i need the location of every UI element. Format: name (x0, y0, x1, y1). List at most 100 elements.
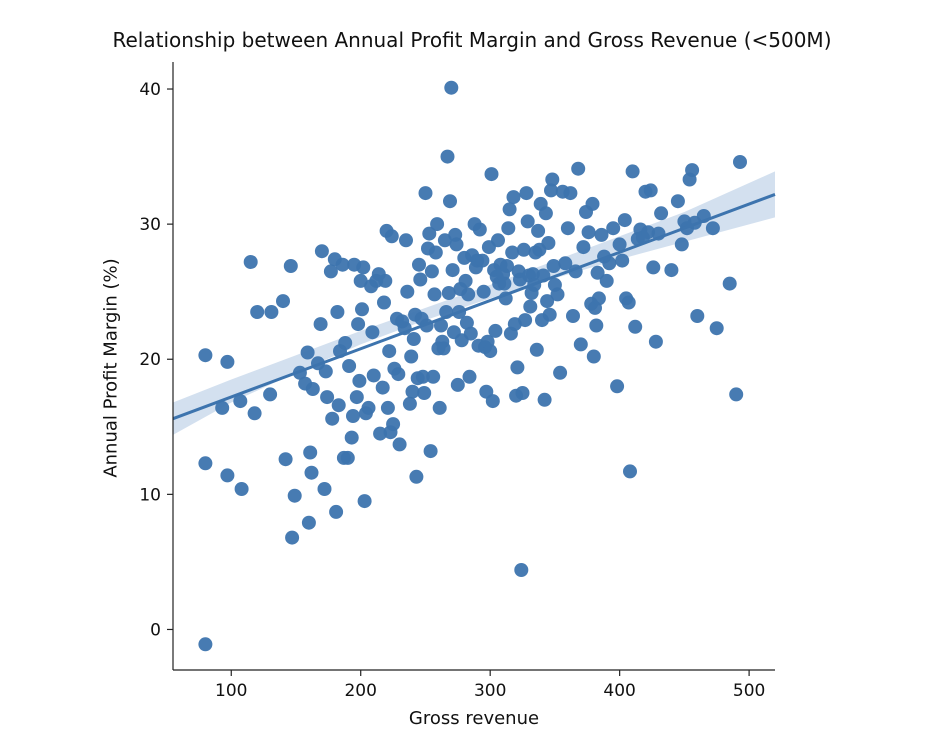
data-point (476, 284, 491, 299)
data-point (615, 253, 630, 268)
data-point (623, 464, 637, 479)
data-point (356, 260, 371, 275)
data-point (422, 226, 437, 241)
data-point (560, 221, 575, 236)
data-point (325, 411, 340, 426)
data-point (685, 163, 700, 178)
data-point (215, 400, 230, 415)
data-point (621, 295, 636, 310)
data-point (646, 260, 661, 275)
data-point (427, 287, 442, 302)
data-point (542, 307, 557, 322)
data-point (641, 225, 656, 240)
data-point (233, 394, 248, 409)
y-tick-label: 40 (139, 80, 161, 100)
data-point (349, 390, 364, 405)
data-point (413, 272, 428, 287)
data-point (380, 400, 395, 415)
data-point (510, 360, 525, 375)
data-point (436, 341, 451, 356)
data-point (729, 387, 744, 402)
data-point (538, 206, 553, 221)
data-point (338, 336, 353, 350)
data-point (353, 273, 368, 288)
data-point (234, 482, 249, 496)
data-point (690, 309, 705, 323)
data-point (497, 276, 512, 291)
chart-title: Relationship between Annual Profit Margi… (112, 28, 832, 52)
data-point (357, 494, 372, 509)
data-point (484, 167, 499, 182)
data-point (365, 325, 380, 340)
data-point (434, 318, 448, 333)
data-point (617, 213, 632, 228)
data-point (520, 214, 535, 229)
data-point (418, 186, 433, 201)
data-point (488, 323, 503, 338)
data-point (586, 349, 601, 364)
data-point (591, 291, 606, 306)
data-point (329, 504, 344, 519)
data-point (516, 242, 531, 257)
data-point (378, 273, 393, 288)
regression-line-layer (172, 193, 776, 421)
confidence-band-layer (173, 171, 775, 435)
data-point (602, 256, 617, 271)
data-point (648, 334, 663, 349)
data-point (505, 245, 520, 260)
data-point (585, 196, 600, 211)
data-point (502, 202, 517, 217)
data-point (722, 276, 737, 291)
data-point (402, 396, 417, 411)
data-point (344, 430, 359, 445)
data-point (445, 263, 460, 278)
x-tick-label: 300 (474, 681, 506, 701)
data-point (417, 386, 432, 400)
data-point (550, 287, 565, 302)
y-tick-label: 30 (139, 215, 161, 235)
data-point (594, 227, 609, 242)
data-point (330, 305, 345, 319)
data-point (406, 332, 421, 346)
data-point (415, 369, 430, 384)
data-point (352, 373, 367, 388)
x-axis-label: Gross revenue (408, 708, 540, 729)
data-point (545, 172, 560, 187)
data-point (340, 450, 355, 465)
data-point (373, 426, 388, 441)
data-point (705, 221, 720, 236)
data-point (518, 313, 533, 328)
data-point (264, 305, 279, 319)
data-point (423, 444, 438, 459)
data-point (563, 186, 578, 201)
data-point (382, 344, 397, 359)
data-point (472, 222, 487, 237)
x-tick-label: 100 (215, 681, 247, 701)
data-point (519, 186, 534, 201)
data-point (303, 445, 318, 460)
data-point (674, 237, 689, 252)
data-point (346, 409, 360, 423)
data-point (459, 315, 474, 330)
data-point (449, 237, 464, 252)
data-point (506, 190, 521, 205)
data-point (500, 259, 514, 273)
data-point (391, 367, 406, 382)
data-point (331, 398, 346, 413)
data-point (566, 309, 580, 323)
data-point (440, 149, 455, 164)
data-point (392, 437, 407, 452)
data-point (220, 354, 235, 369)
data-point (541, 236, 556, 250)
data-point (323, 264, 338, 279)
data-point (625, 164, 640, 179)
data-point (553, 365, 568, 380)
data-point (198, 348, 213, 363)
data-point (610, 379, 625, 394)
data-point (278, 452, 293, 467)
data-point (443, 194, 457, 209)
data-point (573, 337, 588, 352)
data-point (441, 286, 456, 300)
data-point (444, 80, 459, 95)
data-point (276, 294, 290, 309)
